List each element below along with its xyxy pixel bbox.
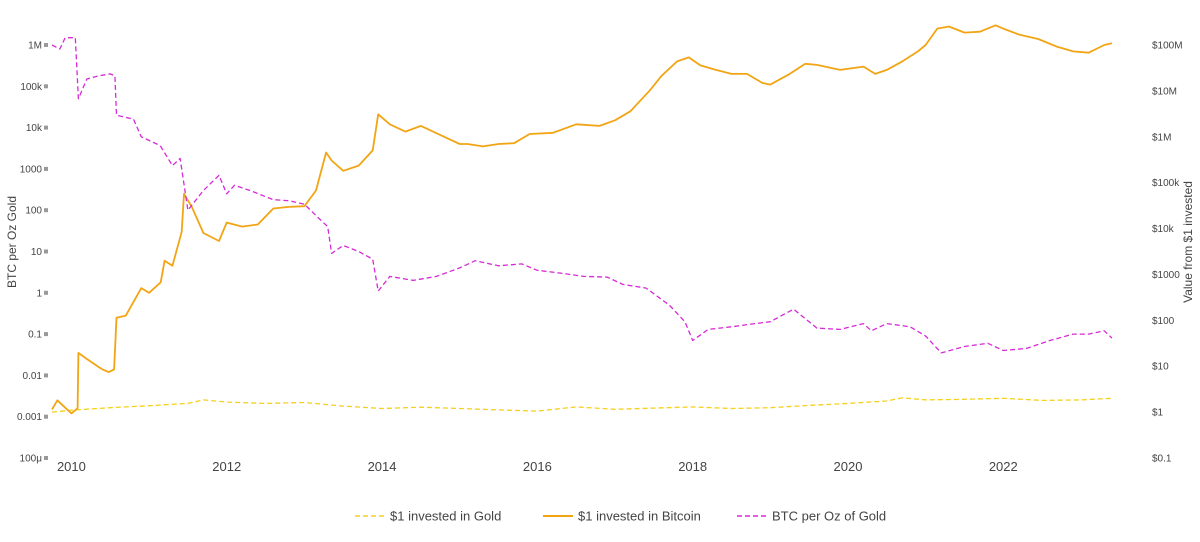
y-left-tick-label: 0.01 [23, 371, 43, 382]
x-tick-label: 2020 [834, 459, 863, 474]
y-left-tick-label: 10k [26, 123, 43, 134]
y-right-tick-label: $100M [1152, 41, 1183, 52]
y-right-tick-label: $1 [1152, 408, 1164, 419]
y-left-axis: 1M 100k 10k 1000 100 10 1 0.1 0.01 0.001 100μ [17, 41, 48, 465]
y-left-tick-mark [44, 456, 48, 460]
legend: $1 invested in Gold $1 invested in Bitcoi… [355, 509, 886, 524]
y-right-tick-label: $100k [1152, 178, 1180, 189]
y-left-tick-label: 0.001 [17, 412, 42, 423]
y-right-tick-label: $100 [1152, 316, 1175, 327]
y-left-tick-label: 100k [20, 82, 43, 93]
y-right-axis: $100M $10M $1M $100k $10k $1000 $100 $10 $1 $0.1 [1152, 41, 1183, 465]
y-left-tick-label: 1M [28, 41, 42, 52]
x-tick-label: 2014 [368, 459, 397, 474]
y-left-tick-mark [44, 249, 48, 254]
series-line-1 [51, 24, 1113, 415]
x-axis: 2010 2012 2014 2016 2018 2020 2022 [57, 459, 1018, 474]
legend-item-label: $1 invested in Bitcoin [578, 509, 701, 524]
y-left-tick-label: 1000 [20, 164, 43, 175]
y-left-axis-title: BTC per Oz Gold [5, 196, 19, 288]
y-left-tick-label: 100 [25, 206, 42, 217]
y-left-tick-label: 10 [31, 247, 43, 258]
y-right-tick-label: $1M [1152, 132, 1171, 143]
y-left-tick-mark [44, 290, 48, 295]
legend-item-label: BTC per Oz of Gold [772, 509, 886, 524]
y-left-tick-mark [44, 43, 48, 47]
plot-area [51, 24, 1113, 415]
y-left-tick-label: 100μ [20, 454, 43, 465]
y-right-tick-label: $0.1 [1152, 454, 1172, 465]
y-right-axis-title: Value from $1 invested [1181, 181, 1195, 303]
y-left-tick-mark [44, 414, 48, 419]
legend-item-label: $1 invested in Gold [390, 509, 501, 524]
y-left-tick-label: 0.1 [28, 330, 42, 341]
x-tick-label: 2010 [57, 459, 86, 474]
y-left-tick-mark [44, 332, 48, 337]
y-left-tick-mark [44, 208, 48, 213]
y-left-tick-mark [44, 373, 48, 378]
series-line-0 [51, 397, 1113, 413]
x-tick-label: 2016 [523, 459, 552, 474]
y-left-tick-label: 1 [36, 288, 42, 299]
y-right-tick-label: $10 [1152, 362, 1169, 373]
y-left-tick-mark [44, 166, 48, 171]
series-line-2 [51, 37, 1113, 354]
x-tick-label: 2012 [212, 459, 241, 474]
y-left-tick-mark [44, 84, 48, 89]
y-right-tick-label: $1000 [1152, 270, 1180, 281]
y-right-tick-label: $10k [1152, 224, 1175, 235]
x-tick-label: 2022 [989, 459, 1018, 474]
y-right-tick-label: $10M [1152, 86, 1177, 97]
x-tick-label: 2018 [678, 459, 707, 474]
y-left-tick-mark [44, 125, 48, 130]
